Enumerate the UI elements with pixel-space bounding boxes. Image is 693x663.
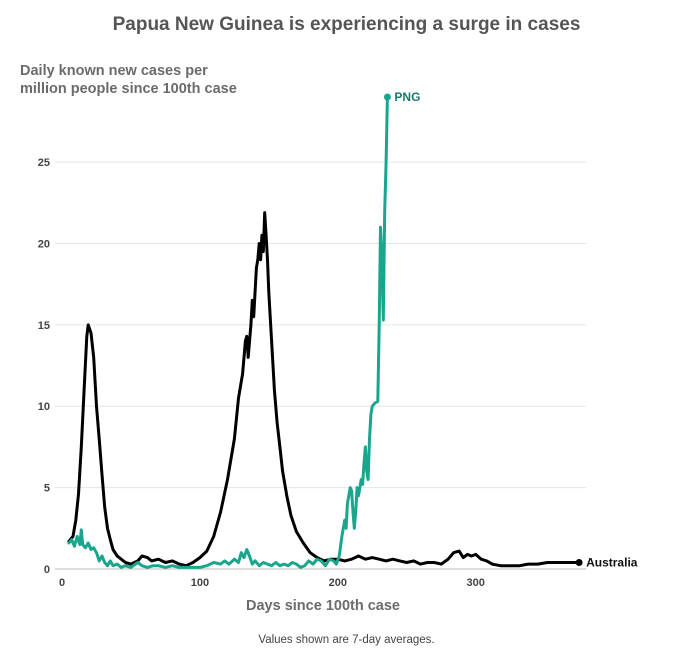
x-tick-label: 200 [329,577,347,589]
y-tick-label: 20 [38,238,50,250]
y-tick-label: 10 [38,401,50,413]
series-end-point-png [383,93,391,101]
y-tick-label: 0 [44,564,50,576]
x-tick-label: 300 [467,577,485,589]
gridlines [55,161,586,570]
series-label-png: PNG [394,90,420,104]
chart-title: Papua New Guinea is experiencing a surge… [112,14,581,35]
y-tick-labels: 0 5 10 15 20 25 [38,157,50,576]
y-axis-label-line-2: million people since 100th case [20,81,237,97]
x-tick-label: 0 [59,577,65,589]
y-axis-label-line-1: Daily known new cases per [20,63,208,79]
series-lines: Australia PNG [67,90,638,569]
x-axis-label: Days since 100th case [246,598,400,614]
series-line-png [67,95,389,569]
y-tick-label: 25 [38,157,50,169]
series-label-australia: Australia [586,555,638,569]
series-line-australia [67,211,581,568]
y-tick-label: 5 [44,483,50,495]
chart-footnote: Values shown are 7-day averages. [258,634,435,646]
y-tick-label: 15 [38,320,50,332]
x-tick-label: 100 [191,577,209,589]
series-end-point-australia [575,558,583,566]
x-tick-labels: 0 100 200 300 [59,577,485,589]
y-axis-label: Daily known new cases per million people… [20,62,237,98]
